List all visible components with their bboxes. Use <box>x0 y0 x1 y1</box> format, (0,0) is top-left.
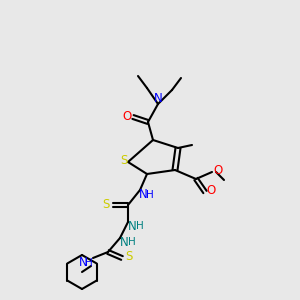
Text: N: N <box>154 92 162 106</box>
Text: O: O <box>206 184 216 197</box>
Text: O: O <box>122 110 132 124</box>
Text: H: H <box>136 221 144 231</box>
Text: N: N <box>128 220 136 232</box>
Text: H: H <box>146 190 154 200</box>
Text: S: S <box>120 154 128 167</box>
Text: S: S <box>102 197 110 211</box>
Text: N: N <box>139 188 147 202</box>
Text: S: S <box>125 250 133 263</box>
Text: N: N <box>79 256 87 269</box>
Text: H: H <box>85 258 93 268</box>
Text: O: O <box>213 164 223 178</box>
Text: H: H <box>128 237 136 247</box>
Text: N: N <box>120 236 128 248</box>
